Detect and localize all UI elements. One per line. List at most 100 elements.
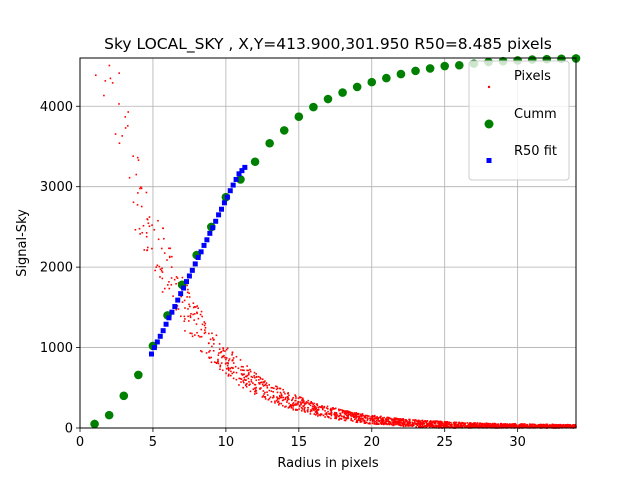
pixel-point <box>355 417 357 420</box>
pixel-point <box>451 426 453 428</box>
pixel-point <box>500 423 503 426</box>
pixel-point <box>397 420 400 423</box>
r50-fit-point <box>169 309 175 315</box>
pixel-point <box>408 419 411 421</box>
pixel-point <box>303 402 306 404</box>
pixel-point <box>127 111 130 113</box>
pixel-point <box>342 410 345 413</box>
pixel-point <box>515 424 518 427</box>
pixel-point <box>255 386 257 389</box>
pixel-point <box>454 421 457 424</box>
pixel-point <box>400 424 403 427</box>
pixel-point <box>377 420 380 422</box>
pixel-point <box>219 364 222 367</box>
pixel-point <box>240 381 242 383</box>
pixel-point <box>467 425 470 427</box>
pixel-point <box>307 401 309 404</box>
pixel-point <box>358 417 360 419</box>
pixel-point <box>491 422 494 425</box>
pixel-point <box>552 423 554 426</box>
pixel-point <box>232 371 235 374</box>
pixel-point <box>487 422 489 425</box>
pixel-point <box>331 409 333 411</box>
pixel-point <box>429 420 432 422</box>
pixel-point <box>294 404 297 406</box>
pixel-point <box>429 423 431 426</box>
pixel-point <box>183 320 186 322</box>
pixel-point <box>461 424 464 427</box>
pixel-point <box>197 317 200 320</box>
pixel-point <box>474 425 476 428</box>
r50-fit-point <box>183 279 189 285</box>
pixel-point <box>443 426 446 429</box>
pixel-point <box>405 420 407 423</box>
pixel-point <box>447 426 450 429</box>
pixel-point <box>331 407 334 409</box>
pixel-point <box>566 425 568 427</box>
pixel-point <box>463 422 466 425</box>
pixel-point <box>316 404 319 407</box>
pixel-point <box>486 426 489 429</box>
pixel-point <box>188 320 190 322</box>
pixel-point <box>213 338 215 341</box>
pixel-point <box>446 421 449 424</box>
pixel-point <box>494 423 496 425</box>
pixel-point <box>305 401 308 403</box>
pixel-point <box>221 356 223 359</box>
pixel-point <box>364 415 367 418</box>
pixel-point <box>396 422 398 425</box>
pixel-point <box>279 396 282 399</box>
r50-fit-point <box>148 351 154 357</box>
pixel-point <box>228 358 231 360</box>
pixel-point <box>355 421 358 423</box>
pixel-point <box>220 350 223 353</box>
pixel-point <box>435 420 438 423</box>
pixel-point <box>363 421 366 423</box>
pixel-point <box>421 419 424 422</box>
pixel-point <box>549 426 552 429</box>
pixel-point <box>209 349 211 352</box>
pixel-point <box>425 421 427 424</box>
pixel-point <box>274 400 276 403</box>
pixel-point <box>287 392 290 394</box>
pixel-point <box>482 424 485 427</box>
pixel-point <box>566 424 568 426</box>
pixel-point <box>188 292 190 295</box>
pixel-point <box>437 425 440 428</box>
pixel-point <box>313 405 315 408</box>
pixel-point <box>404 421 406 424</box>
pixel-point <box>264 380 266 382</box>
pixel-point <box>225 372 227 375</box>
cumm-point <box>134 370 143 380</box>
pixel-point <box>108 64 111 67</box>
pixel-point <box>201 315 203 318</box>
pixel-point <box>187 308 189 310</box>
plot-frame <box>79 57 577 429</box>
pixel-point <box>183 315 186 318</box>
pixel-point <box>416 424 419 427</box>
pixel-point <box>395 418 397 421</box>
pixel-point <box>278 402 281 405</box>
pixel-point <box>440 424 442 427</box>
pixel-point <box>429 421 431 423</box>
cumm-point <box>279 126 289 135</box>
pixel-point <box>487 426 490 429</box>
pixel-point <box>279 391 282 394</box>
r50-fit-point <box>227 188 233 194</box>
pixel-point <box>388 422 390 425</box>
pixel-point <box>258 381 260 384</box>
pixel-point <box>201 350 203 353</box>
pixel-point <box>530 423 533 426</box>
pixel-point <box>426 420 429 422</box>
pixel-point <box>302 405 304 407</box>
pixel-point <box>351 412 354 415</box>
pixel-point <box>315 410 318 413</box>
pixel-point <box>524 423 526 425</box>
pixel-point <box>415 426 417 428</box>
pixel-point <box>308 403 310 405</box>
pixel-point <box>282 388 284 391</box>
pixel-point <box>175 276 178 278</box>
pixel-point <box>401 423 404 425</box>
pixel-point <box>409 421 412 424</box>
pixel-point <box>378 423 380 426</box>
